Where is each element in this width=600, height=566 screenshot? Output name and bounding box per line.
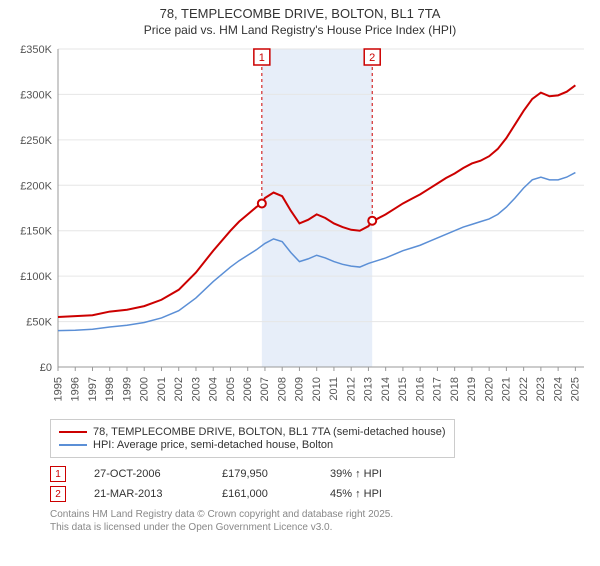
svg-text:2015: 2015 xyxy=(397,377,409,401)
legend-label: 78, TEMPLECOMBE DRIVE, BOLTON, BL1 7TA (… xyxy=(93,426,446,438)
sale-price: £161,000 xyxy=(222,488,302,500)
sale-pct: 39% ↑ HPI xyxy=(330,468,420,480)
sale-marker-box: 2 xyxy=(50,486,66,502)
svg-text:2013: 2013 xyxy=(363,377,375,401)
svg-text:2021: 2021 xyxy=(501,377,513,401)
svg-text:1998: 1998 xyxy=(104,377,116,401)
svg-text:2002: 2002 xyxy=(173,377,185,401)
svg-text:2022: 2022 xyxy=(518,377,530,401)
svg-text:2024: 2024 xyxy=(552,377,564,401)
svg-text:2012: 2012 xyxy=(345,377,357,401)
line-chart: £0 £50K £100K £150K £200K £250K £300K £350K 1995… xyxy=(10,43,590,413)
svg-text:2018: 2018 xyxy=(449,377,461,401)
svg-text:1: 1 xyxy=(259,52,265,64)
page-subtitle: Price paid vs. HM Land Registry's House … xyxy=(0,23,600,37)
legend-swatch xyxy=(59,444,87,446)
sales-table: 1 27-OCT-2006 £179,950 39% ↑ HPI 2 21-MAR-201… xyxy=(50,464,590,504)
svg-text:2001: 2001 xyxy=(156,377,168,401)
sale-date: 27-OCT-2006 xyxy=(94,468,194,480)
svg-text:2008: 2008 xyxy=(276,377,288,401)
svg-text:2004: 2004 xyxy=(208,377,220,401)
svg-text:1995: 1995 xyxy=(52,377,64,401)
legend-row: HPI: Average price, semi-detached house,… xyxy=(59,439,446,451)
svg-text:2019: 2019 xyxy=(466,377,478,401)
svg-text:1996: 1996 xyxy=(70,377,82,401)
svg-text:2010: 2010 xyxy=(311,377,323,401)
svg-text:£150K: £150K xyxy=(20,226,52,238)
svg-text:2020: 2020 xyxy=(483,377,495,401)
legend-swatch xyxy=(59,431,87,433)
svg-text:£100K: £100K xyxy=(20,271,52,283)
svg-text:2017: 2017 xyxy=(432,377,444,401)
footer-line-2: This data is licensed under the Open Gov… xyxy=(50,521,590,534)
sale-date: 21-MAR-2013 xyxy=(94,488,194,500)
svg-text:£50K: £50K xyxy=(26,317,52,329)
sales-row: 1 27-OCT-2006 £179,950 39% ↑ HPI xyxy=(50,464,590,484)
svg-text:£200K: £200K xyxy=(20,180,52,192)
svg-text:2014: 2014 xyxy=(380,377,392,401)
svg-text:2005: 2005 xyxy=(225,377,237,401)
svg-text:£350K: £350K xyxy=(20,44,52,56)
svg-text:£300K: £300K xyxy=(20,89,52,101)
svg-text:£0: £0 xyxy=(40,362,52,374)
svg-text:2023: 2023 xyxy=(535,377,547,401)
legend-label: HPI: Average price, semi-detached house,… xyxy=(93,439,333,451)
svg-text:2016: 2016 xyxy=(414,377,426,401)
svg-text:1999: 1999 xyxy=(121,377,133,401)
svg-text:2003: 2003 xyxy=(190,377,202,401)
legend: 78, TEMPLECOMBE DRIVE, BOLTON, BL1 7TA (… xyxy=(50,419,455,458)
footer-line-1: Contains HM Land Registry data © Crown c… xyxy=(50,508,590,521)
chart-area: £0 £50K £100K £150K £200K £250K £300K £350K 1995… xyxy=(10,43,590,413)
sales-row: 2 21-MAR-2013 £161,000 45% ↑ HPI xyxy=(50,484,590,504)
page-title: 78, TEMPLECOMBE DRIVE, BOLTON, BL1 7TA xyxy=(0,6,600,21)
svg-text:2006: 2006 xyxy=(242,377,254,401)
sale-pct: 45% ↑ HPI xyxy=(330,488,420,500)
svg-text:2: 2 xyxy=(369,52,375,64)
legend-row: 78, TEMPLECOMBE DRIVE, BOLTON, BL1 7TA (… xyxy=(59,426,446,438)
svg-text:1997: 1997 xyxy=(87,377,99,401)
svg-text:£250K: £250K xyxy=(20,135,52,147)
footer: Contains HM Land Registry data © Crown c… xyxy=(50,508,590,534)
svg-text:2009: 2009 xyxy=(294,377,306,401)
svg-text:2011: 2011 xyxy=(328,377,340,401)
sale-price: £179,950 xyxy=(222,468,302,480)
sale-marker-box: 1 xyxy=(50,466,66,482)
svg-text:2025: 2025 xyxy=(570,377,582,401)
svg-text:2000: 2000 xyxy=(139,377,151,401)
svg-text:2007: 2007 xyxy=(259,377,271,401)
